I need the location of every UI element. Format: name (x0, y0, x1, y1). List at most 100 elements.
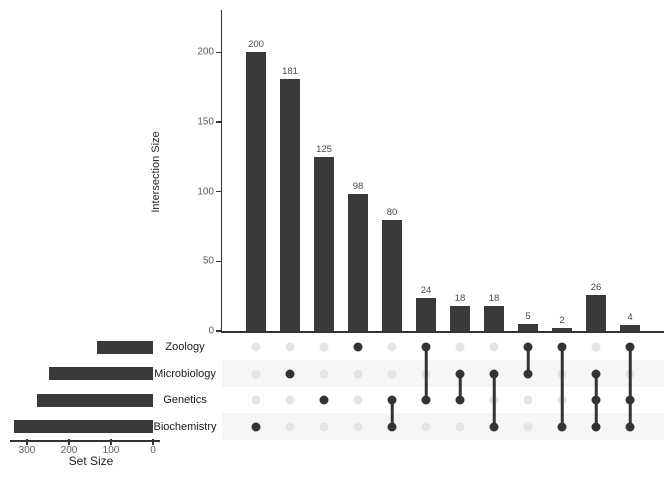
intersection-y-tick (216, 51, 221, 54)
intersection-y-tick-label: 100 (197, 186, 214, 198)
intersection-y-axis (220, 10, 222, 333)
matrix-dot-active (557, 422, 567, 431)
intersection-value-label: 18 (454, 292, 466, 304)
matrix-dot-active (625, 342, 635, 352)
matrix-connector (458, 373, 462, 400)
matrix-dot-active (319, 395, 329, 405)
matrix-dot-active (251, 422, 261, 431)
matrix-dot-active (591, 422, 601, 431)
intersection-y-tick-label: 150 (197, 116, 214, 128)
set-size-tick-label: 300 (18, 445, 36, 456)
intersection-bar (518, 324, 538, 331)
matrix-dot-active (421, 395, 431, 405)
matrix-connector (424, 347, 428, 400)
intersection-bar (416, 297, 436, 331)
intersection-y-tick-label: 200 (197, 46, 214, 58)
intersection-bar (552, 328, 572, 331)
set-size-tick (68, 438, 70, 445)
matrix-connector (492, 373, 496, 427)
intersection-bar (280, 78, 300, 331)
matrix-dot-inactive (523, 395, 533, 405)
set-size-tick (152, 438, 154, 445)
set-size-tick-label: 0 (150, 445, 156, 456)
intersection-y-tick (216, 260, 221, 263)
matrix-row-stripe (222, 413, 664, 440)
matrix-dot-inactive (353, 369, 363, 378)
intersection-size-axis-title: Intersection Size (150, 131, 162, 213)
set-size-bar (97, 340, 153, 354)
matrix-dot-inactive (591, 342, 601, 352)
intersection-value-label: 98 (352, 181, 364, 193)
matrix-dot-active (387, 422, 397, 431)
intersection-bar (382, 219, 402, 331)
matrix-dot-active (455, 395, 465, 405)
set-size-axis-title: Set Size (68, 454, 114, 468)
matrix-dot-inactive (251, 369, 261, 378)
set-name-label: Zoology (165, 341, 205, 353)
set-size-tick-label: 100 (102, 445, 120, 456)
intersection-bar (450, 305, 470, 331)
set-size-bar (14, 420, 153, 433)
matrix-dot-active (455, 369, 465, 378)
set-name-label: Genetics (163, 394, 207, 406)
set-size-tick (26, 438, 28, 445)
matrix-dot-active (625, 395, 635, 405)
intersection-bar (246, 52, 266, 331)
intersection-value-label: 18 (488, 292, 500, 304)
intersection-value-label: 181 (282, 65, 298, 77)
matrix-dot-inactive (319, 422, 329, 431)
matrix-dot-active (489, 422, 499, 431)
matrix-dot-inactive (353, 422, 363, 431)
matrix-dot-inactive (455, 422, 465, 431)
matrix-connector (628, 347, 632, 427)
matrix-connector (390, 400, 394, 427)
matrix-dot-active (285, 369, 295, 378)
intersection-y-tick (216, 190, 221, 193)
matrix-dot-active (421, 342, 431, 352)
set-size-bar (48, 367, 153, 380)
matrix-dot-inactive (285, 342, 295, 352)
matrix-dot-active (523, 342, 533, 352)
matrix-connector (526, 347, 530, 374)
set-size-tick-label: 200 (60, 445, 78, 456)
set-size-bar (36, 393, 153, 407)
matrix-dot-active (625, 422, 635, 431)
set-name-label: Biochemistry (153, 420, 217, 433)
matrix-dot-inactive (251, 395, 261, 405)
matrix-dot-inactive (285, 395, 295, 405)
intersection-y-tick-label: 50 (202, 255, 214, 267)
intersection-value-label: 26 (590, 281, 602, 293)
matrix-row-stripe (222, 360, 664, 387)
intersection-bar (484, 305, 504, 331)
matrix-dot-inactive (319, 369, 329, 378)
matrix-dot-active (387, 395, 397, 405)
matrix-dot-active (557, 342, 567, 352)
matrix-dot-inactive (455, 342, 465, 352)
matrix-dot-inactive (421, 422, 431, 431)
matrix-dot-inactive (489, 342, 499, 352)
set-name-label: Microbiology (154, 367, 216, 380)
matrix-dot-inactive (251, 342, 261, 352)
intersection-y-tick (216, 330, 221, 332)
intersection-value-label: 80 (386, 206, 398, 218)
intersection-y-tick (216, 121, 221, 123)
matrix-dot-inactive (387, 342, 397, 352)
matrix-dot-active (489, 369, 499, 378)
intersection-value-label: 24 (420, 284, 432, 296)
intersection-baseline-axis (222, 331, 664, 333)
intersection-value-label: 2 (559, 315, 565, 327)
intersection-bar (314, 156, 334, 331)
intersection-bar (620, 325, 640, 331)
intersection-bar (348, 194, 368, 331)
matrix-dot-active (591, 369, 601, 378)
matrix-dot-inactive (319, 342, 329, 352)
intersection-y-tick-label: 0 (208, 325, 214, 337)
intersection-value-label: 200 (248, 39, 264, 51)
intersection-bar (586, 294, 606, 331)
set-size-axis (10, 440, 160, 442)
matrix-connector (560, 347, 564, 427)
intersection-value-label: 4 (627, 312, 633, 324)
matrix-dot-active (353, 342, 363, 352)
intersection-value-label: 125 (316, 143, 332, 155)
